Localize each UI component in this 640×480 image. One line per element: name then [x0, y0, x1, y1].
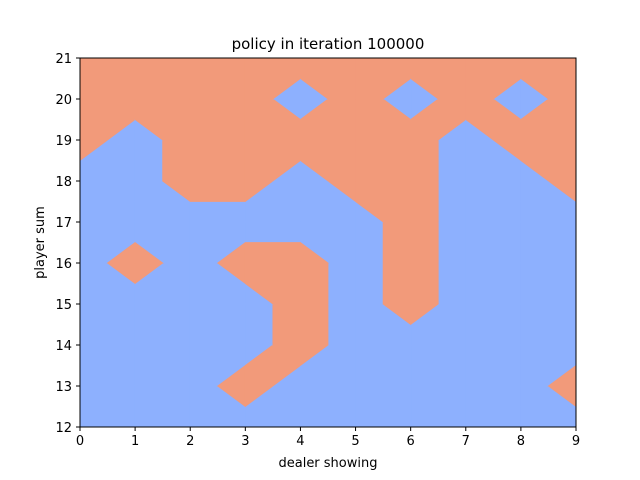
heatmap-region-stick — [382, 221, 412, 264]
heatmap-region-stick — [300, 241, 330, 264]
heatmap-region-stick — [244, 242, 301, 264]
heatmap-region-hit — [79, 344, 136, 387]
heatmap-region-hit — [79, 303, 136, 346]
heatmap-region-hit — [437, 221, 467, 264]
heatmap-region-hit — [244, 221, 301, 243]
y-tick-label: 20 — [55, 93, 72, 108]
y-tick-label: 13 — [55, 380, 72, 395]
heatmap-region-hit — [410, 385, 467, 428]
heatmap-region-stick — [382, 262, 412, 305]
heatmap-region-stick — [134, 241, 164, 264]
x-tick-label: 8 — [517, 434, 525, 449]
heatmap-region-stick — [79, 57, 136, 100]
heatmap-region-stick — [300, 262, 329, 305]
y-tick-label: 19 — [55, 134, 72, 149]
heatmap-region-stick — [410, 139, 439, 182]
x-axis-label: dealer showing — [278, 456, 377, 471]
x-tick-label: 0 — [76, 434, 84, 449]
heatmap-region-hit — [189, 303, 246, 346]
heatmap-region-stick — [272, 303, 301, 346]
x-tick-label: 5 — [351, 434, 359, 449]
heatmap-region-hit — [79, 385, 136, 428]
heatmap-region-hit — [465, 221, 522, 264]
heatmap-region-stick — [355, 139, 412, 182]
y-axis-label: player sum — [33, 206, 48, 279]
y-tick-label: 14 — [55, 339, 72, 354]
y-tick-label: 17 — [55, 216, 72, 231]
heatmap-region-stick — [162, 139, 191, 182]
heatmap-region-stick — [410, 221, 439, 264]
heatmap-region-hit — [437, 180, 467, 223]
heatmap-region-stick — [189, 57, 246, 100]
chart-title: policy in iteration 100000 — [232, 35, 425, 53]
heatmap-region-hit — [355, 221, 384, 264]
heatmap-region-hit — [134, 139, 164, 182]
heatmap-region-stick — [355, 98, 412, 141]
plot-frame — [79, 57, 577, 428]
heatmap-region-hit — [134, 344, 191, 387]
x-tick-label: 2 — [186, 434, 194, 449]
heatmap-region-hit — [465, 385, 522, 428]
heatmap-region-stick — [410, 262, 439, 305]
heatmap-cells — [79, 57, 577, 428]
heatmap-region-hit — [437, 139, 467, 182]
heatmap-region-stick — [189, 139, 246, 182]
heatmap-region-stick — [134, 57, 191, 100]
x-axis-ticks: 0 1 2 3 4 5 6 7 8 9 — [76, 427, 580, 449]
heatmap-region-hit — [520, 303, 577, 346]
y-tick-label: 15 — [55, 298, 72, 313]
y-axis-ticks: 12 13 14 15 16 17 18 19 20 21 — [55, 52, 80, 436]
y-tick-label: 16 — [55, 257, 72, 272]
x-tick-label: 1 — [131, 434, 139, 449]
heatmap-region-hit — [410, 344, 467, 387]
x-tick-label: 3 — [241, 434, 249, 449]
heatmap-region-hit — [327, 303, 356, 346]
y-tick-label: 12 — [55, 421, 72, 436]
heatmap-region-stick — [410, 180, 439, 223]
heatmap-region-hit — [437, 262, 467, 305]
heatmap-region-hit — [300, 385, 356, 428]
x-tick-label: 9 — [572, 434, 580, 449]
heatmap-region-stick — [300, 303, 329, 346]
heatmap-region-hit — [465, 344, 522, 387]
heatmap-region-hit — [79, 180, 136, 223]
y-tick-label: 21 — [55, 52, 72, 67]
x-tick-label: 7 — [462, 434, 470, 449]
y-tick-label: 18 — [55, 175, 72, 190]
heatmap-region-hit — [355, 344, 412, 387]
heatmap-region-hit — [520, 221, 577, 264]
heatmap-region-hit — [355, 262, 384, 305]
heatmap-region-hit — [465, 180, 522, 223]
heatmap-region-stick — [189, 180, 246, 202]
heatmap-region-hit — [465, 303, 522, 346]
heatmap-region-hit — [465, 262, 522, 305]
heatmap-region-hit — [134, 385, 191, 428]
heatmap-region-hit — [189, 201, 246, 223]
heatmap-region-hit — [327, 262, 356, 305]
heatmap-region-hit — [520, 262, 577, 305]
heatmap-region-hit — [134, 303, 191, 346]
heatmap-region-hit — [244, 303, 274, 346]
heatmap-region-stick — [244, 98, 301, 141]
x-tick-label: 4 — [296, 434, 304, 449]
heatmap-region-hit — [355, 385, 412, 428]
x-tick-label: 6 — [407, 434, 415, 449]
heatmap-region-stick — [189, 98, 246, 141]
